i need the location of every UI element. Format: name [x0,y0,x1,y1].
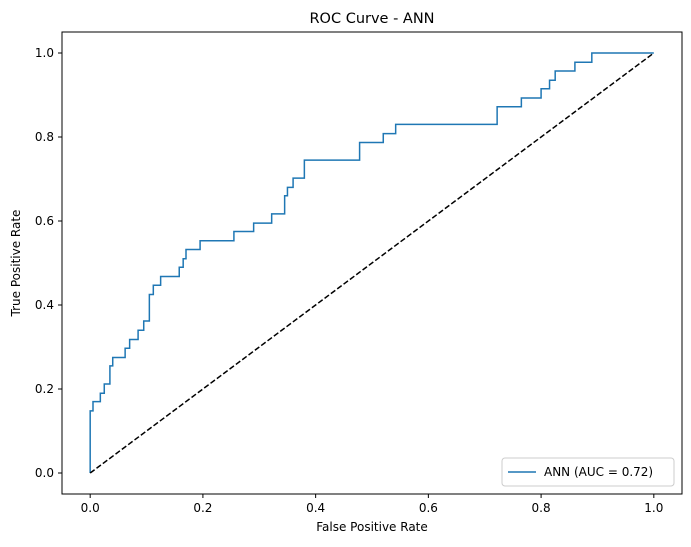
legend-label: ANN (AUC = 0.72) [544,465,653,479]
y-tick-label: 0.2 [35,382,54,396]
legend-box [501,457,675,487]
x-tick-label: 0.0 [81,501,100,515]
y-axis: 0.0 0.2 0.4 0.6 0.8 1.0 [35,46,62,480]
legend: ANN (AUC = 0.72) [501,457,675,487]
y-tick-label: 0.6 [35,214,54,228]
y-tick-label: 0.0 [35,466,54,480]
x-tick-label: 0.2 [193,501,212,515]
chart-title: ROC Curve - ANN [309,11,434,27]
x-tick-label: 1.0 [644,501,663,515]
x-tick-label: 0.8 [532,501,551,515]
x-tick-label: 0.6 [419,501,438,515]
y-axis-label: True Positive Rate [9,210,23,318]
plot-area [89,52,655,474]
x-tick-label: 0.4 [306,501,325,515]
y-tick-label: 1.0 [35,46,54,60]
x-axis: 0.0 0.2 0.4 0.6 0.8 1.0 [81,494,663,515]
x-axis-label: False Positive Rate [316,520,428,534]
plot-frame [61,31,683,495]
y-tick-label: 0.4 [35,298,54,312]
chance-diagonal-line [89,52,655,474]
roc-curve-line [89,52,654,473]
y-tick-label: 0.8 [35,130,54,144]
